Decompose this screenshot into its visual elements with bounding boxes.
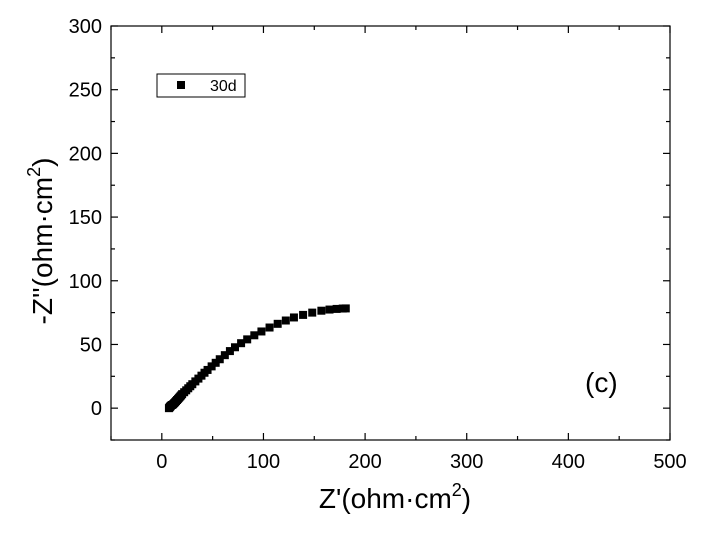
data-point	[207, 362, 216, 371]
data-point	[341, 304, 350, 313]
y-tick-label: 300	[69, 16, 102, 38]
y-tick-label: 100	[69, 271, 102, 293]
data-point	[230, 343, 239, 352]
legend-marker	[177, 81, 185, 89]
plot-frame	[110, 25, 671, 441]
legend: 30d	[156, 73, 246, 98]
data-point	[317, 306, 326, 315]
axis-ticks	[110, 25, 671, 441]
y-axis-title-end: )	[27, 158, 58, 167]
data-point	[265, 323, 274, 332]
y-axis-title: -Z''(ohm·cm2)	[24, 158, 58, 325]
y-tick-label: 50	[80, 334, 102, 356]
data-point	[325, 305, 334, 314]
x-tick-label: 500	[653, 451, 686, 473]
data-point	[257, 327, 266, 336]
x-tick-label: 400	[552, 451, 585, 473]
data-point	[215, 355, 224, 364]
data-point	[332, 304, 341, 313]
data-point	[211, 358, 220, 367]
y-tick-label: 200	[69, 143, 102, 165]
x-tick-label: 0	[156, 451, 167, 473]
panel-annotation: (c)	[585, 367, 618, 398]
data-point	[243, 335, 252, 344]
x-axis-title-sup: 2	[452, 480, 462, 500]
data-point	[225, 347, 234, 356]
x-axis-title: Z'(ohm·cm2)	[319, 480, 471, 514]
data-point	[299, 310, 308, 319]
x-tick-label: 100	[247, 451, 280, 473]
x-tick-label: 200	[348, 451, 381, 473]
data-point	[281, 316, 290, 325]
series-30d-points	[164, 304, 350, 413]
data-point	[220, 351, 229, 360]
data-point	[250, 331, 259, 340]
data-point	[237, 339, 246, 348]
legend-box	[156, 73, 246, 98]
x-axis-title-main: Z'(ohm·cm	[319, 483, 452, 514]
x-tick-labels: 0 100 200 300 400 500	[156, 451, 686, 473]
y-tick-label: 250	[69, 80, 102, 102]
x-tick-label: 300	[450, 451, 483, 473]
legend-label-30d: 30d	[210, 78, 237, 95]
y-tick-labels: 0 50 100 150 200 250 300	[69, 16, 102, 420]
y-tick-label: 0	[91, 398, 102, 420]
data-point	[273, 319, 282, 328]
data-point	[203, 365, 212, 374]
y-tick-label: 150	[69, 207, 102, 229]
y-axis-title-main: -Z''(ohm·cm	[27, 177, 58, 325]
data-point	[289, 313, 298, 322]
x-axis-title-end: )	[462, 483, 471, 514]
data-point	[308, 308, 317, 317]
y-axis-title-sup: 2	[24, 167, 44, 177]
